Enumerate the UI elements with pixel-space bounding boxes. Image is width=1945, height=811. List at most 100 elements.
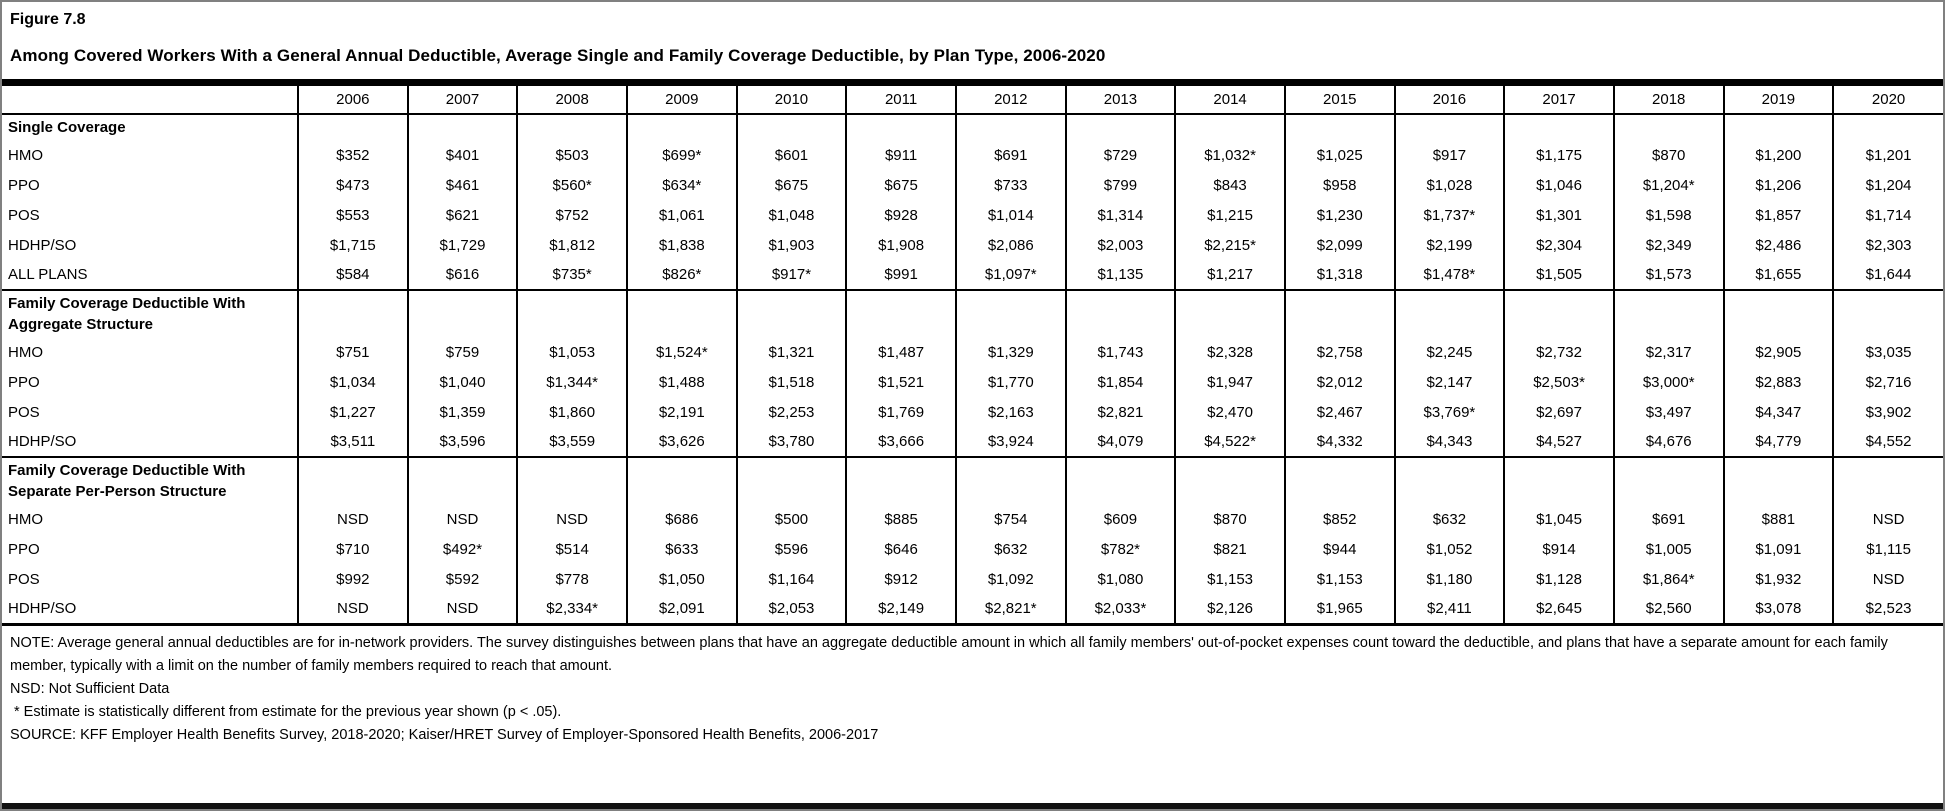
year-header-2006: 2006 [297,86,408,115]
empty-cell [1393,456,1505,504]
value-cell: $1,025 [1283,140,1395,170]
value-cell: $3,902 [1832,397,1943,427]
value-cell: $754 [954,504,1066,534]
value-cell: $1,743 [1064,337,1176,367]
value-cell: $1,204* [1612,170,1724,200]
year-header-2019: 2019 [1722,86,1834,115]
table-row: PPO $1,034 $1,040 $1,344* $1,488 $1,518 $1,521… [2,367,1943,397]
deductible-table: 2006 2007 2008 2009 2010 2011 2012 2013 2014 2015… [2,86,1943,626]
value-cell: $1,215 [1174,200,1285,230]
value-cell: $914 [1503,534,1614,564]
value-cell: $2,503* [1503,367,1614,397]
value-cell: $699* [625,140,737,170]
plan-label: HMO [8,343,43,361]
value-cell: $1,714 [1832,200,1943,230]
value-cell: $691 [1612,504,1724,534]
value-cell: $2,191 [625,397,737,427]
value-cell: $2,317 [1612,337,1724,367]
table-row: HMO NSD NSD NSD $686 $500 $885 $754 $609 $870 $852… [2,504,1943,534]
empty-cell [1722,114,1834,140]
empty-cell [625,114,737,140]
value-cell: $1,965 [1283,594,1395,624]
value-cell: $733 [954,170,1066,200]
value-cell: $1,737* [1393,200,1505,230]
value-cell: $3,559 [516,427,627,457]
value-cell: $2,149 [845,594,956,624]
value-cell: $1,206 [1722,170,1834,200]
value-cell: $2,147 [1393,367,1505,397]
value-cell: $1,644 [1832,260,1943,290]
value-cell: $885 [845,504,956,534]
value-cell: $4,552 [1832,427,1943,457]
empty-cell [406,289,518,337]
empty-cell [1722,456,1834,504]
empty-cell [1612,114,1724,140]
value-cell: $3,666 [845,427,956,457]
value-cell: $4,079 [1064,427,1176,457]
empty-cell [1832,456,1943,504]
title-divider [2,79,1943,86]
value-cell: $4,527 [1503,427,1614,457]
value-cell: $1,204 [1832,170,1943,200]
value-cell: $2,467 [1283,397,1395,427]
value-cell: $1,903 [735,230,847,260]
plan-label: PPO [8,540,40,558]
plan-label: POS [8,403,40,421]
empty-cell [297,114,408,140]
value-cell: $1,050 [625,564,737,594]
value-cell: $461 [406,170,518,200]
table-row: PPO $710 $492* $514 $633 $596 $646 $632 $782* $82… [2,534,1943,564]
value-cell: $1,200 [1722,140,1834,170]
value-cell: $3,078 [1722,594,1834,624]
value-cell: $1,812 [516,230,627,260]
value-cell: $1,314 [1064,200,1176,230]
table-row: POS $992 $592 $778 $1,050 $1,164 $912 $1,092 $1,… [2,564,1943,594]
empty-cell [297,456,408,504]
value-cell: $1,505 [1503,260,1614,290]
value-cell: $560* [516,170,627,200]
value-cell: $3,780 [735,427,847,457]
empty-cell [1832,289,1943,337]
value-cell: $2,334* [516,594,627,624]
plan-label: ALL PLANS [8,266,88,283]
value-cell: $1,838 [625,230,737,260]
value-cell: $1,005 [1612,534,1724,564]
section-label: Single Coverage [8,119,126,136]
value-cell: $799 [1064,170,1176,200]
value-cell: $1,092 [954,564,1066,594]
value-cell: $1,034 [297,367,408,397]
value-cell: $621 [406,200,518,230]
plan-label: HDHP/SO [8,599,77,617]
value-cell: $1,097* [954,260,1066,290]
year-header-row: 2006 2007 2008 2009 2010 2011 2012 2013 2014 2015… [2,86,1943,115]
empty-cell [1283,114,1395,140]
value-cell: $596 [735,534,847,564]
value-cell: $917 [1393,140,1505,170]
plan-label: HDHP/SO [8,433,77,450]
figure-title: Among Covered Workers With a General Ann… [10,46,1106,65]
value-cell: $4,347 [1722,397,1834,427]
value-cell: $609 [1064,504,1176,534]
value-cell: $3,035 [1832,337,1943,367]
value-cell: $1,488 [625,367,737,397]
plan-label: PPO [8,176,40,194]
empty-cell [1612,456,1724,504]
value-cell: $870 [1174,504,1285,534]
table-row: HMO $751 $759 $1,053 $1,524* $1,321 $1,487 $1,3… [2,337,1943,367]
year-header-2018: 2018 [1612,86,1724,115]
table-notes: NOTE: Average general annual deductibles… [2,626,1943,747]
value-cell: $752 [516,200,627,230]
table-row: POS $553 $621 $752 $1,061 $1,048 $928 $1,014 $1,… [2,200,1943,230]
value-cell: $958 [1283,170,1395,200]
value-cell: $2,697 [1503,397,1614,427]
table-row: HDHP/SO $1,715 $1,729 $1,812 $1,838 $1,903 $1,… [2,230,1943,260]
value-cell: NSD [516,504,627,534]
value-cell: $1,301 [1503,200,1614,230]
value-cell: $4,779 [1722,427,1834,457]
value-cell: $1,128 [1503,564,1614,594]
year-header-2009: 2009 [625,86,737,115]
value-cell: $2,716 [1832,367,1943,397]
value-cell: $1,046 [1503,170,1614,200]
empty-cell [1832,114,1943,140]
section-header-row: Family Coverage Deductible With Aggregate… [2,289,1943,337]
